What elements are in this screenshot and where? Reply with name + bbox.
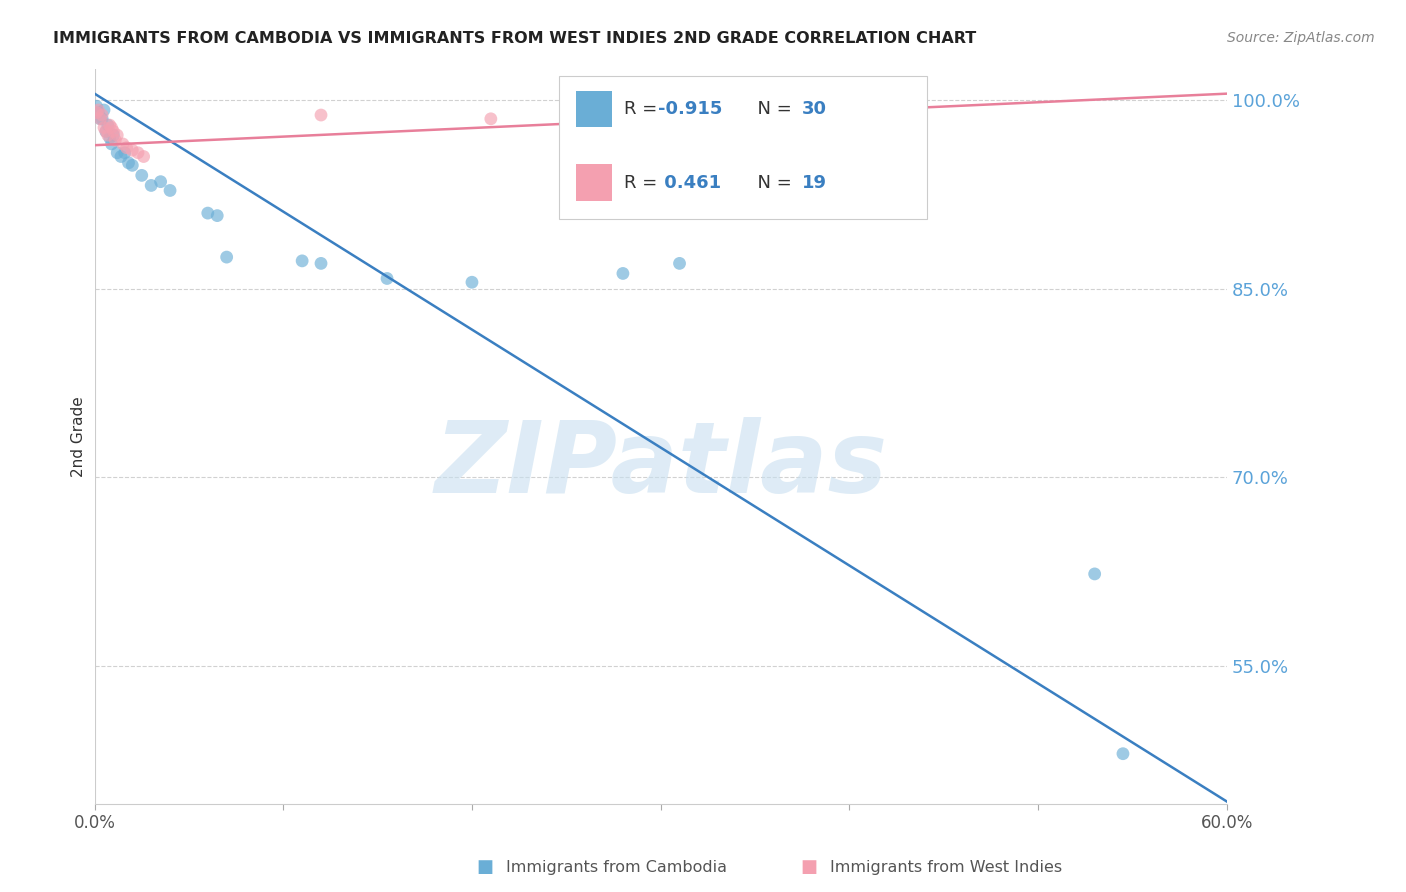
Point	[93, 120, 115, 135]
Text: ZIPatlas: ZIPatlas	[434, 417, 887, 514]
Point	[309, 256, 332, 270]
Point	[309, 108, 332, 122]
Text: 0.461: 0.461	[658, 174, 721, 192]
Point	[105, 128, 128, 143]
Point	[91, 108, 114, 122]
Point	[93, 103, 115, 117]
Text: 19: 19	[803, 174, 827, 192]
Point	[115, 141, 138, 155]
Point	[612, 267, 634, 281]
Text: N =: N =	[745, 100, 797, 118]
Text: -0.915: -0.915	[658, 100, 723, 118]
Point	[668, 256, 690, 270]
Point	[97, 118, 120, 132]
Point	[89, 112, 111, 126]
Point	[98, 130, 121, 145]
Point	[291, 253, 314, 268]
Point	[1112, 747, 1135, 761]
Point	[98, 118, 121, 132]
Point	[1084, 566, 1107, 581]
Point	[103, 128, 125, 143]
Text: ■: ■	[477, 858, 494, 876]
Point	[127, 145, 149, 160]
Point	[205, 209, 228, 223]
Bar	[575, 164, 612, 201]
Point	[104, 133, 127, 147]
Point	[132, 149, 155, 163]
Point	[117, 156, 139, 170]
Point	[197, 206, 219, 220]
Point	[110, 149, 132, 163]
Point	[149, 175, 172, 189]
Point	[105, 145, 128, 160]
Point	[91, 112, 114, 126]
Point	[89, 112, 111, 126]
Text: N =: N =	[745, 174, 797, 192]
Text: Immigrants from Cambodia: Immigrants from Cambodia	[506, 860, 727, 874]
Text: ■: ■	[800, 858, 817, 876]
Point	[141, 178, 163, 193]
Point	[86, 99, 108, 113]
Point	[100, 136, 122, 151]
Y-axis label: 2nd Grade: 2nd Grade	[72, 396, 86, 476]
Point	[86, 105, 108, 120]
Text: R =: R =	[624, 100, 664, 118]
FancyBboxPatch shape	[558, 76, 927, 219]
Text: R =: R =	[624, 174, 664, 192]
Point	[114, 145, 136, 160]
Point	[461, 275, 484, 289]
Bar	[575, 91, 612, 128]
Point	[87, 105, 110, 120]
Text: 30: 30	[803, 100, 827, 118]
Text: IMMIGRANTS FROM CAMBODIA VS IMMIGRANTS FROM WEST INDIES 2ND GRADE CORRELATION CH: IMMIGRANTS FROM CAMBODIA VS IMMIGRANTS F…	[53, 31, 977, 46]
Point	[100, 120, 122, 135]
Point	[111, 136, 134, 151]
Text: Immigrants from West Indies: Immigrants from West Indies	[830, 860, 1062, 874]
Point	[97, 128, 120, 143]
Point	[103, 124, 125, 138]
Point	[159, 184, 181, 198]
Point	[94, 124, 117, 138]
Point	[121, 143, 143, 157]
Point	[121, 158, 143, 172]
Text: Source: ZipAtlas.com: Source: ZipAtlas.com	[1227, 31, 1375, 45]
Point	[479, 112, 502, 126]
Point	[375, 271, 398, 285]
Point	[215, 250, 238, 264]
Point	[94, 124, 117, 138]
Point	[87, 103, 110, 117]
Point	[131, 169, 153, 183]
